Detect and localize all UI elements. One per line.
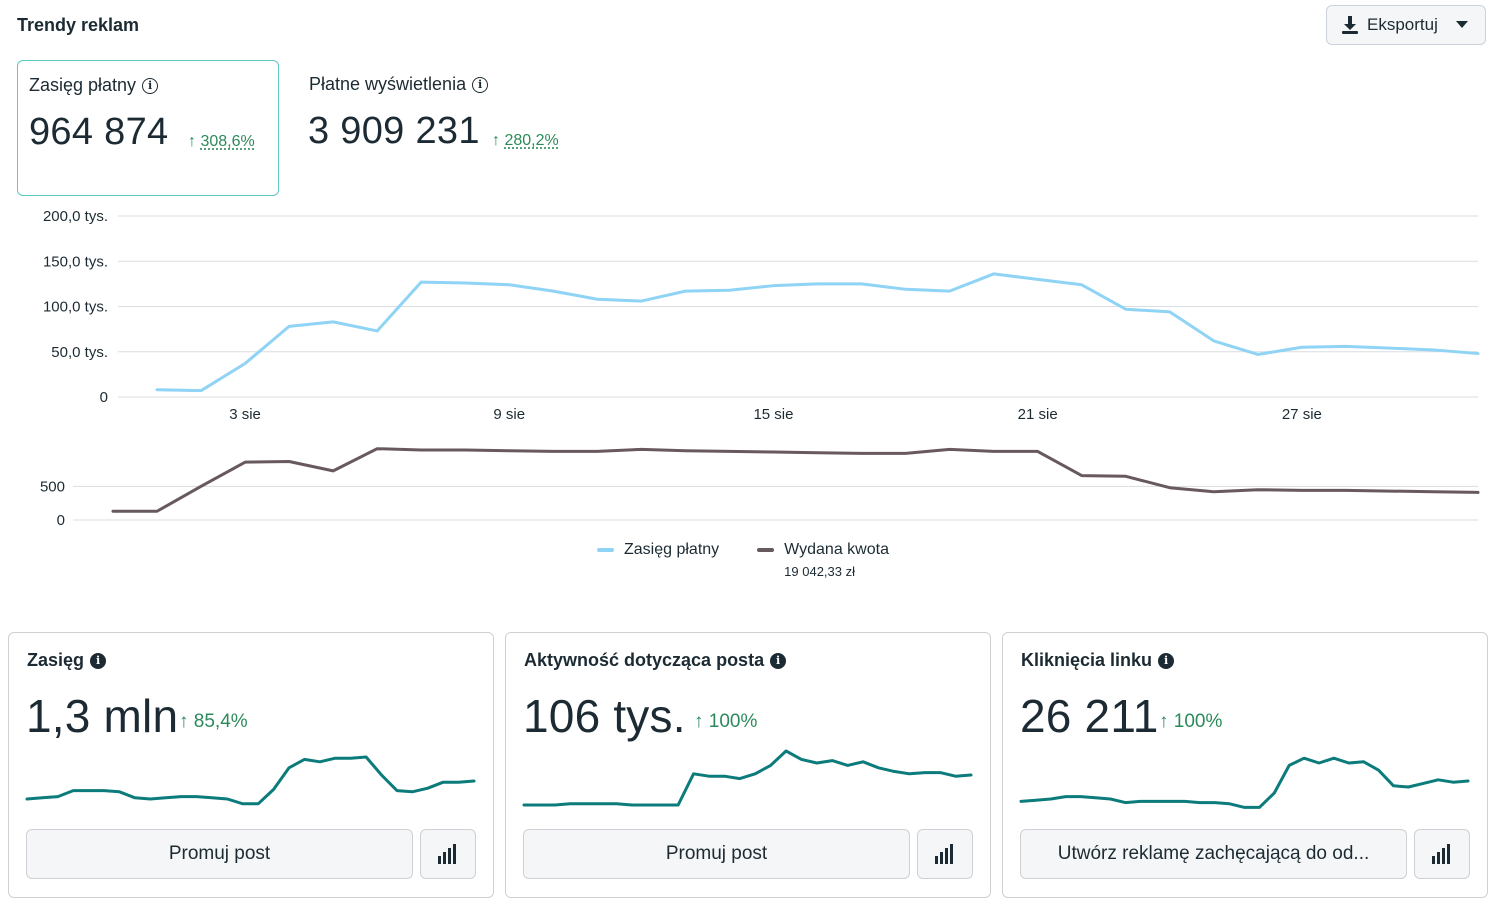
- metric-value: 3 909 231: [308, 110, 480, 152]
- y-tick-label: 150,0 tys.: [43, 253, 108, 270]
- insights-button[interactable]: [420, 829, 476, 879]
- card-change: ↑ 100%: [694, 711, 757, 733]
- info-icon[interactable]: i: [142, 77, 159, 94]
- metric-label: Płatne wyświetlenia: [309, 74, 467, 94]
- y-tick-label: 100,0 tys.: [43, 299, 108, 316]
- legend-swatch: [757, 548, 775, 552]
- x-tick-label: 21 sie: [1018, 406, 1058, 423]
- card-title: Zasięg: [27, 650, 85, 670]
- bar-chart-icon: [935, 844, 953, 864]
- metric-label: Zasięg płatny: [29, 75, 137, 95]
- card-value: 26 211: [1020, 690, 1159, 742]
- insights-button[interactable]: [1414, 829, 1470, 879]
- section-title: Trendy reklam: [17, 15, 140, 35]
- y-tick-label: 200,0 tys.: [43, 208, 108, 225]
- y-tick-label: 50,0 tys.: [51, 344, 108, 361]
- export-label: Eksportuj: [1367, 15, 1438, 34]
- card-change: ↑ 100%: [1159, 711, 1222, 733]
- info-icon[interactable]: i: [90, 652, 107, 669]
- legend-label: Wydana kwota: [784, 541, 889, 558]
- series-line-paid-reach: [155, 272, 1480, 393]
- metric-tab-paid-reach[interactable]: Zasięg płatny i 964 874 ↑ 308,6%: [17, 60, 279, 196]
- x-tick-label: 3 sie: [229, 406, 261, 423]
- legend-label: Zasięg płatny: [624, 541, 720, 558]
- bar-chart-icon: [1432, 844, 1450, 864]
- card-value: 1,3 mln: [26, 690, 179, 742]
- chart-legend: Zasięg płatny Wydana kwota 19 042,33 zł: [597, 541, 889, 579]
- info-icon[interactable]: i: [1158, 652, 1175, 669]
- metric-change: ↑ 280,2%: [492, 132, 559, 150]
- y-tick-label: 500: [40, 478, 65, 495]
- y-tick-label: 0: [100, 389, 108, 406]
- card-value: 106 tys.: [523, 690, 686, 742]
- legend-subvalue: 19 042,33 zł: [784, 564, 856, 579]
- metric-change-pct: 308,6%: [200, 133, 255, 150]
- card-title: Kliknięcia linku: [1021, 650, 1153, 670]
- x-tick-label: 15 sie: [753, 406, 793, 423]
- metric-change-pct: 280,2%: [504, 132, 559, 149]
- sparkline: [25, 755, 476, 806]
- sparkline-path: [25, 755, 476, 806]
- arrow-up-icon: ↑: [188, 133, 196, 150]
- info-icon[interactable]: i: [472, 76, 489, 93]
- legend-item-paid-reach[interactable]: Zasięg płatny: [597, 541, 719, 579]
- card-title: Aktywność dotycząca posta: [524, 650, 765, 670]
- card-reach: Zasięg i 1,3 mln ↑ 85,4% Promuj post: [8, 632, 494, 898]
- x-tick-label: 27 sie: [1282, 406, 1322, 423]
- card-change-pct: 85,4%: [193, 711, 248, 732]
- arrow-up-icon: ↑: [492, 132, 500, 149]
- metric-value: 964 874: [29, 111, 169, 153]
- series-line-spend: [111, 447, 1480, 513]
- arrow-up-icon: ↑: [1159, 711, 1169, 732]
- card-link-clicks: Kliknięcia linku i 26 211 ↑ 100% Utwórz …: [1002, 632, 1488, 898]
- arrow-up-icon: ↑: [179, 711, 189, 732]
- sparkline-path: [1019, 756, 1470, 809]
- metric-tab-paid-impressions[interactable]: Płatne wyświetlenia i 3 909 231 ↑ 280,2%: [295, 60, 605, 196]
- insights-button[interactable]: [917, 829, 973, 879]
- card-post-engagement: Aktywność dotycząca posta i 106 tys. ↑ 1…: [505, 632, 991, 898]
- sparkline-path: [522, 749, 973, 807]
- legend-item-spend[interactable]: Wydana kwota 19 042,33 zł: [757, 541, 889, 579]
- info-icon[interactable]: i: [770, 652, 787, 669]
- card-change-pct: 100%: [708, 711, 758, 732]
- card-change: ↑ 85,4%: [179, 711, 248, 733]
- caret-down-icon: [1455, 21, 1468, 28]
- bar-chart-icon: [438, 844, 456, 864]
- create-ad-button[interactable]: Utwórz reklamę zachęcającą do od...: [1020, 829, 1407, 879]
- card-change-pct: 100%: [1173, 711, 1223, 732]
- promote-post-button[interactable]: Promuj post: [26, 829, 413, 879]
- trend-chart: 0 50,0 tys. 100,0 tys. 150,0 tys. 200,0 tys.…: [40, 208, 1480, 529]
- export-button[interactable]: Eksportuj: [1326, 5, 1486, 45]
- legend-swatch: [597, 548, 614, 552]
- x-tick-label: 9 sie: [493, 406, 525, 423]
- metric-change: ↑ 308,6%: [188, 133, 255, 151]
- sparkline: [522, 749, 973, 807]
- y-tick-label: 0: [57, 512, 65, 529]
- arrow-up-icon: ↑: [694, 711, 704, 732]
- sparkline: [1019, 756, 1470, 809]
- promote-post-button[interactable]: Promuj post: [523, 829, 910, 879]
- download-icon: [1342, 16, 1358, 34]
